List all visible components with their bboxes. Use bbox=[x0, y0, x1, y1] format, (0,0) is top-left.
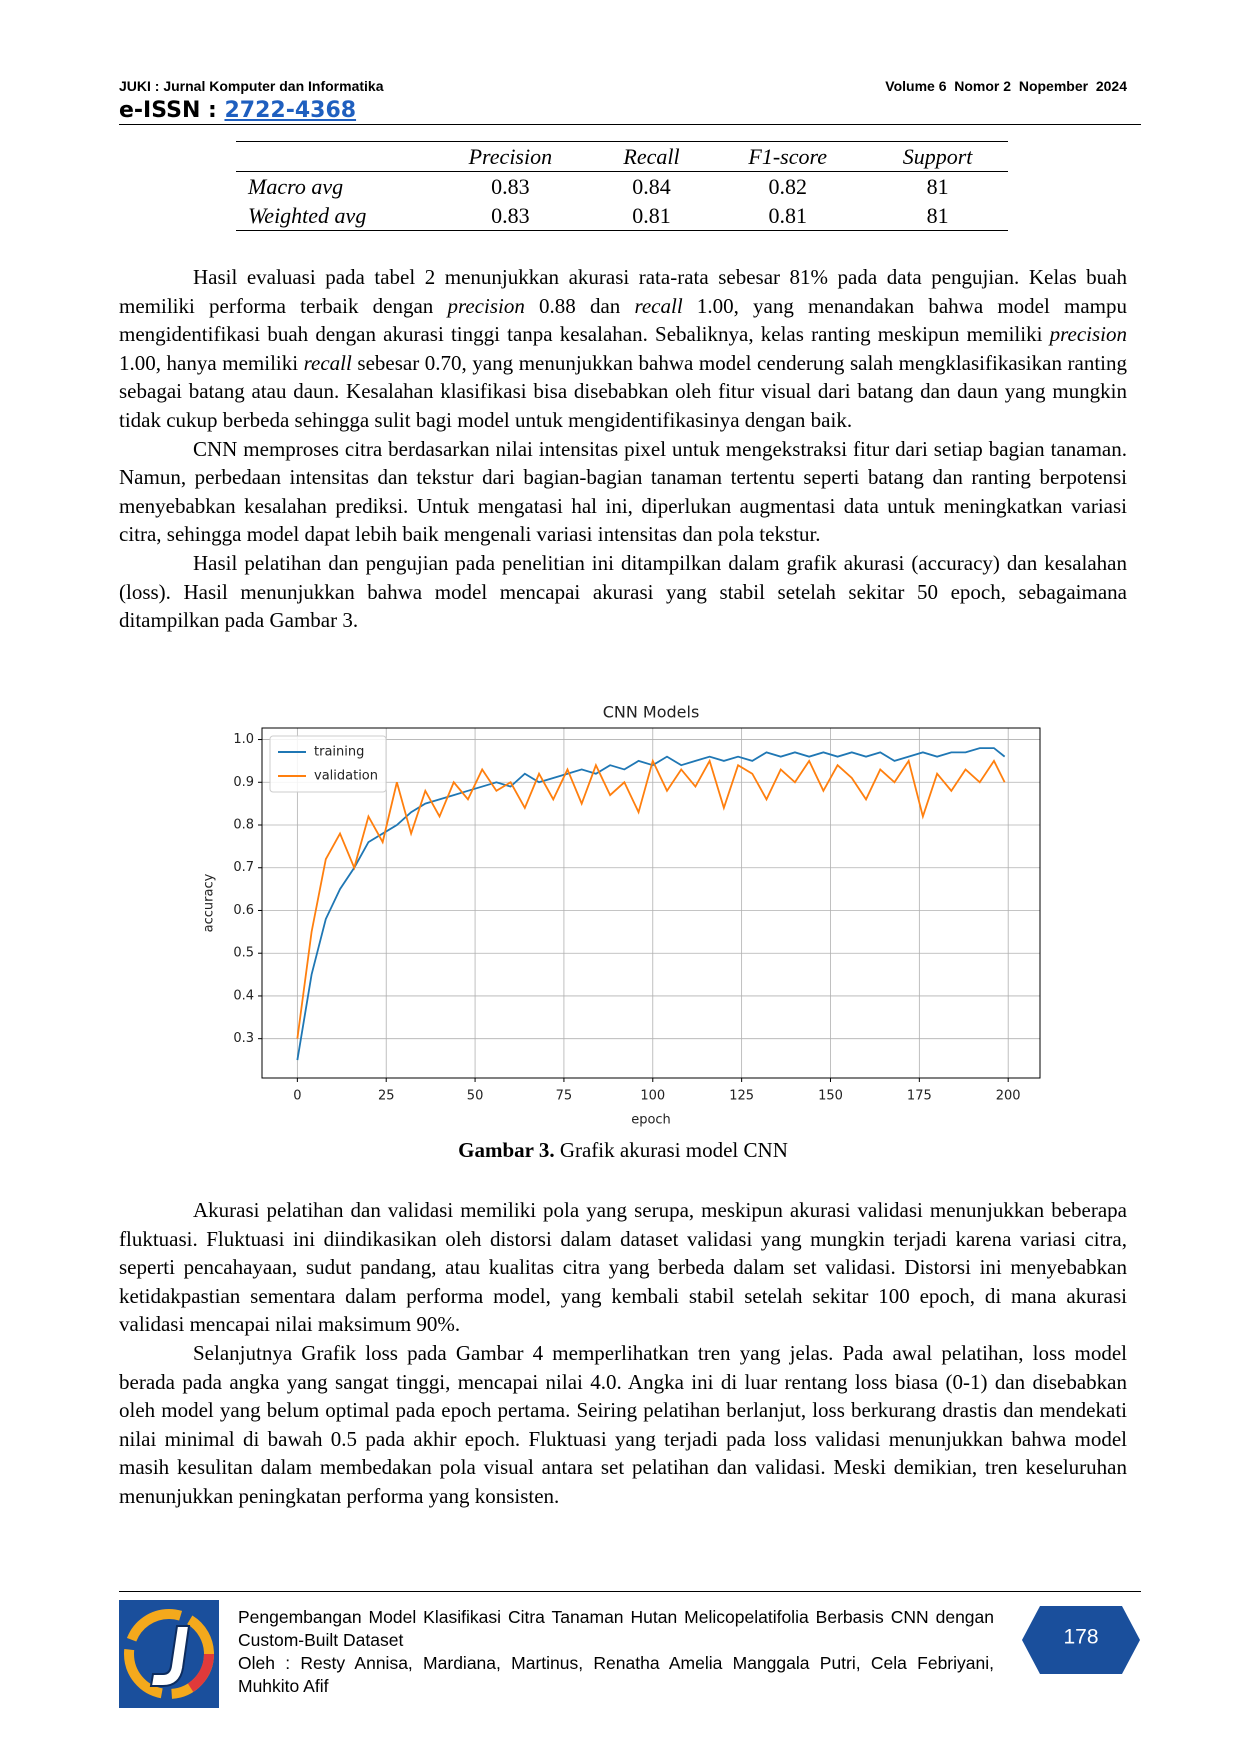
x-tick-label: 150 bbox=[818, 1089, 843, 1104]
table-body: Macro avg 0.83 0.84 0.82 81 Weighted avg 0.83 0… bbox=[236, 172, 1008, 231]
y-tick-label: 0.5 bbox=[233, 946, 254, 961]
paragraph: CNN memproses citra berdasarkan nilai in… bbox=[119, 435, 1127, 549]
axes-frame bbox=[261, 727, 1041, 1079]
y-tick-label: 0.4 bbox=[233, 988, 254, 1003]
text-run: 1.00, hanya memiliki bbox=[119, 350, 304, 375]
chart-title: CNN Models bbox=[603, 703, 700, 722]
text-run: recall bbox=[303, 350, 352, 375]
text-run: Selanjutnya Grafik loss pada Gambar 4 me… bbox=[119, 1340, 1127, 1508]
y-tick-label: 0.8 bbox=[233, 818, 254, 833]
table-cell: 0.84 bbox=[632, 174, 671, 199]
figure-caption: Gambar 3. Grafik akurasi model CNN bbox=[119, 1138, 1127, 1163]
caption-label: Gambar 3. bbox=[458, 1138, 555, 1162]
table-cell: 81 bbox=[926, 174, 949, 199]
column-header: F1-score bbox=[708, 141, 868, 172]
column-header: Precision bbox=[426, 141, 595, 172]
volume: Volume 6 Nomor 2 Nopember 2024 bbox=[885, 78, 1127, 94]
text-run: 0.88 dan bbox=[524, 293, 635, 318]
y-tick-label: 0.7 bbox=[233, 860, 254, 875]
table-cell: 0.82 bbox=[768, 174, 807, 199]
x-tick-label: 175 bbox=[907, 1089, 932, 1104]
row-label: Macro avg bbox=[248, 174, 344, 199]
x-tick-label: 75 bbox=[556, 1089, 573, 1104]
x-tick-label: 50 bbox=[467, 1089, 484, 1104]
journal-logo bbox=[119, 1600, 219, 1708]
page-hexagon bbox=[1022, 1606, 1140, 1674]
body-text-bottom: Akurasi pelatihan dan validasi memiliki … bbox=[119, 1196, 1127, 1511]
footer-rule bbox=[119, 1591, 1141, 1592]
page-number: 178 bbox=[1063, 1626, 1098, 1649]
footer-title: Pengembangan Model Klasifikasi Citra Tan… bbox=[238, 1607, 994, 1650]
text-run: recall bbox=[634, 293, 683, 318]
paragraph: Selanjutnya Grafik loss pada Gambar 4 me… bbox=[119, 1339, 1127, 1511]
eissn: e-ISSN : 2722-4368 bbox=[119, 98, 356, 123]
metrics-table: Precision Recall F1-score Support Macro avg… bbox=[236, 141, 1008, 231]
y-tick-label: 0.9 bbox=[233, 775, 254, 790]
table-cell: 0.83 bbox=[491, 203, 530, 228]
footer-text: Pengembangan Model Klasifikasi Citra Tan… bbox=[238, 1606, 994, 1698]
x-tick-label: 200 bbox=[996, 1089, 1021, 1104]
x-axis-label: epoch bbox=[631, 1113, 671, 1128]
x-tick-label: 25 bbox=[378, 1089, 395, 1104]
table-header: Precision Recall F1-score Support bbox=[236, 141, 1008, 172]
line-series bbox=[296, 747, 1006, 1061]
column-header: Support bbox=[867, 141, 1008, 172]
legend-label: validation bbox=[314, 769, 378, 784]
body-text-top: Hasil evaluasi pada tabel 2 menunjukkan … bbox=[119, 263, 1127, 635]
table-cell: 81 bbox=[926, 203, 949, 228]
table-cell: 0.81 bbox=[632, 203, 671, 228]
text-run: precision bbox=[1049, 322, 1127, 347]
corner-cell bbox=[236, 141, 426, 172]
x-tick-label: 125 bbox=[729, 1089, 754, 1104]
table-row: Macro avg 0.83 0.84 0.82 81 bbox=[236, 172, 1008, 202]
legend-label: training bbox=[314, 745, 364, 760]
logo-ring-red bbox=[124, 1609, 214, 1699]
line-series bbox=[296, 758, 1006, 1039]
footer-authors: Oleh : Resty Annisa, Mardiana, Martinus,… bbox=[238, 1653, 994, 1696]
x-tick-label: 0 bbox=[293, 1089, 301, 1104]
header-rule bbox=[119, 124, 1141, 125]
paragraph: Akurasi pelatihan dan validasi memiliki … bbox=[119, 1196, 1127, 1339]
row-label: Weighted avg bbox=[248, 203, 367, 228]
eissn-number[interactable]: 2722-4368 bbox=[224, 98, 357, 123]
y-tick-label: 0.3 bbox=[233, 1031, 254, 1046]
y-tick-label: 0.6 bbox=[233, 903, 254, 918]
text-run: Hasil pelatihan dan pengujian pada penel… bbox=[119, 550, 1127, 633]
y-axis-label: accuracy bbox=[202, 873, 217, 932]
text-run: CNN memproses citra berdasarkan nilai in… bbox=[119, 436, 1127, 547]
x-tick-label: 100 bbox=[640, 1089, 665, 1104]
text-run: sebesar 0.70, yang menunjukkan bahwa mod… bbox=[119, 350, 1127, 432]
legend-box bbox=[269, 735, 387, 793]
paragraph: Hasil evaluasi pada tabel 2 menunjukkan … bbox=[119, 263, 1127, 435]
table-row: Weighted avg 0.83 0.81 0.81 81 bbox=[236, 201, 1008, 231]
accuracy-chart: CNN Models epoch accuracy 0.3 0.4 0.5 0.6 0.… bbox=[202, 703, 1041, 1128]
journal-name: JUKI : Jurnal Komputer dan Informatika bbox=[119, 78, 384, 94]
page-badge: 178 bbox=[1022, 1606, 1140, 1674]
caption-text: Grafik akurasi model CNN bbox=[554, 1138, 788, 1162]
paragraph: Hasil pelatihan dan pengujian pada penel… bbox=[119, 549, 1127, 635]
column-header: Recall bbox=[594, 141, 709, 172]
y-tick-label: 1.0 bbox=[233, 732, 254, 747]
text-run: Hasil evaluasi pada tabel 2 menunjukkan … bbox=[119, 265, 1127, 318]
logo-j bbox=[149, 1625, 191, 1687]
text-run: precision bbox=[447, 293, 525, 318]
eissn-label: e-ISSN : bbox=[119, 98, 225, 123]
text-run: Akurasi pelatihan dan validasi memiliki … bbox=[119, 1198, 1127, 1337]
text-run: 1.00, yang menandakan bahwa model mampu … bbox=[119, 293, 1127, 347]
table-cell: 0.83 bbox=[491, 174, 530, 199]
table-cell: 0.81 bbox=[768, 203, 807, 228]
